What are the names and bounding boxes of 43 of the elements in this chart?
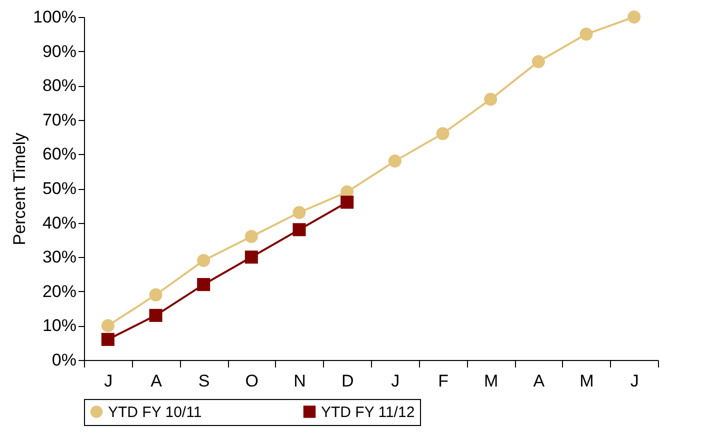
y-tick-label: 80% — [42, 76, 76, 96]
y-axis-title: Percent Timely — [10, 132, 30, 246]
point — [197, 278, 210, 292]
point — [149, 288, 162, 302]
y-tick-label: 0% — [52, 350, 76, 370]
point — [484, 92, 498, 106]
point — [580, 28, 593, 41]
point — [292, 223, 306, 236]
x-tick-label: A — [150, 372, 163, 390]
point — [101, 332, 114, 346]
x-tick-label: J — [104, 372, 113, 390]
point — [244, 250, 258, 264]
x-tick-label: N — [294, 372, 306, 390]
y-tick-label: 20% — [42, 282, 76, 301]
x-tick-label: J — [630, 372, 639, 390]
y-tick-label: 40% — [42, 213, 76, 232]
y-tick-label: 70% — [42, 110, 76, 130]
point — [340, 196, 354, 209]
x-tick-label: S — [198, 372, 210, 390]
y-tick-label: 100% — [33, 8, 76, 26]
x-tick-label: F — [438, 372, 448, 390]
x-tick-label: D — [341, 372, 354, 390]
y-tick-label: 30% — [42, 248, 76, 267]
point — [532, 55, 545, 68]
point — [628, 10, 641, 24]
y-tick-label: 50% — [42, 179, 76, 198]
x-tick-label: O — [245, 372, 259, 390]
y-tick-label: 60% — [42, 144, 76, 164]
x-tick-label: M — [580, 372, 594, 390]
x-tick-label: J — [391, 372, 400, 390]
y-tick-label: 90% — [42, 42, 76, 61]
point — [149, 308, 162, 322]
point — [388, 154, 402, 168]
legend-label: YTD FY 11/12 — [321, 404, 415, 421]
x-tick-label: M — [484, 372, 498, 390]
point — [292, 206, 306, 220]
x-tick-label: A — [533, 372, 546, 390]
point — [101, 319, 114, 332]
point — [436, 127, 450, 140]
y-tick-label: 10% — [42, 316, 76, 336]
legend-label: YTD FY 10/11 — [108, 404, 202, 421]
point — [197, 254, 210, 268]
point — [244, 230, 258, 244]
